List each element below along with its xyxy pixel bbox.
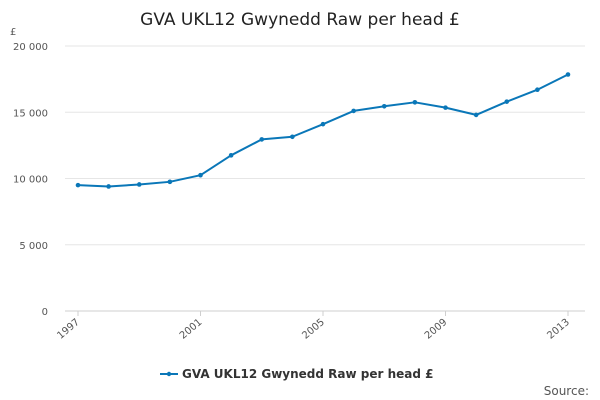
y-tick-label: 5 000 [19,241,48,252]
data-point[interactable] [320,121,326,127]
y-tick-label: 10 000 [13,175,48,186]
series-line[interactable] [77,73,569,188]
series-layer [75,72,571,189]
data-point[interactable] [136,182,142,187]
data-point[interactable] [259,137,265,142]
data-point[interactable] [412,100,418,105]
x-tick-label: 2013 [545,317,572,342]
data-point[interactable] [565,72,571,77]
y-tick-label: 20 000 [13,42,48,53]
legend[interactable]: GVA UKL12 Gwynedd Raw per head £ [160,367,433,381]
legend-label: GVA UKL12 Gwynedd Raw per head £ [182,367,433,381]
y-tick-label: 15 000 [13,108,48,119]
source-label[interactable]: Source: [544,384,589,398]
data-point[interactable] [443,105,448,110]
data-point[interactable] [198,172,203,178]
x-axis-ticks: 1997 2001 2005 2009 2013 [55,311,572,342]
data-point[interactable] [381,103,387,109]
data-point[interactable] [473,112,479,118]
data-point[interactable] [535,87,540,93]
chart-title: GVA UKL12 Gwynedd Raw per head £ [140,10,460,30]
legend-point-marker [166,371,172,377]
data-point[interactable] [228,153,234,158]
y-axis-unit-label: £ [10,27,16,38]
data-point[interactable] [290,134,295,140]
data-point[interactable] [351,108,356,114]
data-point[interactable] [75,182,81,188]
data-point[interactable] [167,179,173,185]
y-tick-label: 0 [42,307,48,318]
x-tick-label: 2001 [178,317,205,342]
data-point[interactable] [106,184,111,189]
x-tick-label: 2005 [300,317,327,342]
x-tick-label: 1997 [55,317,82,342]
data-point[interactable] [504,99,510,104]
y-axis-ticks: 0 5 000 10 000 15 000 20 000 [13,42,48,318]
x-tick-label: 2009 [423,317,450,342]
grid-lines [65,45,585,312]
